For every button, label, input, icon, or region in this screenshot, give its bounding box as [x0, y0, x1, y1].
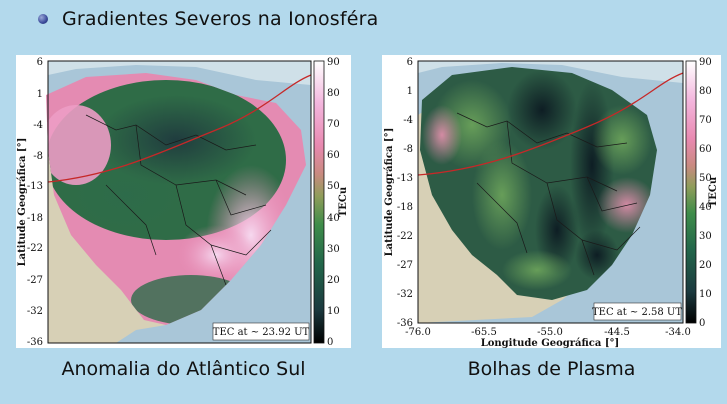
colorbar-tick: 90	[327, 57, 340, 68]
y-tick: 1	[407, 86, 413, 97]
y-tick: -36	[397, 318, 413, 329]
colorbar-tick: 60	[699, 144, 712, 155]
x-tick: -76.0	[405, 327, 431, 338]
colorbar-tick: 0	[699, 318, 705, 329]
colorbar-tick: 60	[327, 150, 340, 161]
colorbar-tick: 80	[699, 86, 712, 97]
y-tick: -27	[27, 275, 43, 286]
y-tick: -8	[33, 151, 43, 162]
colorbar-tick: 50	[327, 181, 340, 192]
y-tick: -27	[397, 260, 413, 271]
y-tick: -22	[27, 243, 43, 254]
y-tick: 1	[37, 89, 43, 100]
x-tick: -65.5	[471, 327, 497, 338]
bullet-heading: Gradientes Severos na Ionosféra	[38, 6, 379, 32]
colorbar-tick: 10	[327, 306, 340, 317]
map-panel-left: TEC at ~ 23.92 UT 6 1 -4 -8 -13 -18 -22 …	[16, 55, 351, 348]
colorbar-left	[313, 60, 325, 344]
tec-time-annotation: TEC at ~ 23.92 UT	[213, 327, 310, 338]
caption-right: Bolhas de Plasma	[467, 358, 636, 380]
colorbar-tick: 90	[699, 57, 712, 68]
y-tick: -4	[403, 115, 413, 126]
y-axis-title: Latitude Geográfica [°]	[384, 128, 395, 257]
y-axis-right: 6 1 -4 -8 -13 -18 -22 -27 -32 -36	[397, 57, 413, 329]
y-tick: -36	[27, 337, 43, 348]
colorbar-tick: 30	[699, 231, 712, 242]
y-axis-left: 6 1 -4 -8 -13 -18 -22 -27 -32 -36	[27, 57, 43, 348]
map-panel-right: TEC at ~ 2.58 UT 6 1 -4 -8 -13 -18 -22 -…	[382, 55, 721, 348]
colorbar-ticks-left: 90 80 70 60 50 40 30 20 10 0	[327, 57, 340, 348]
bullet-icon	[38, 14, 48, 24]
x-tick: -44.5	[604, 327, 630, 338]
colorbar-tick: 80	[327, 88, 340, 99]
y-tick: -8	[403, 144, 413, 155]
colorbar-tick: 0	[327, 337, 333, 348]
y-tick: -18	[27, 213, 43, 224]
y-tick: -13	[27, 181, 43, 192]
x-axis-title: Longitude Geográfica [°]	[481, 338, 620, 348]
caption-left: Anomalia do Atlântico Sul	[61, 358, 306, 380]
bullet-text: Gradientes Severos na Ionosféra	[62, 8, 379, 30]
plot-frame-right	[417, 60, 684, 324]
colorbar-tick: 40	[699, 202, 712, 213]
map-figure-left: TEC at ~ 23.92 UT 6 1 -4 -8 -13 -18 -22 …	[17, 57, 349, 348]
geomagnetic-equator-line	[47, 74, 312, 183]
x-tick: -55.0	[537, 327, 563, 338]
map-figure-right: TEC at ~ 2.58 UT 6 1 -4 -8 -13 -18 -22 -…	[384, 57, 719, 348]
geomagnetic-equator-line	[417, 72, 684, 176]
colorbar-label: TECu	[338, 187, 349, 217]
colorbar-tick: 70	[327, 119, 340, 130]
colorbar-tick: 40	[327, 213, 340, 224]
colorbar-tick: 30	[327, 244, 340, 255]
tec-time-annotation: TEC at ~ 2.58 UT	[592, 307, 682, 318]
country-borders-left	[85, 114, 272, 286]
y-tick: 6	[407, 57, 413, 68]
colorbar-tick: 20	[699, 260, 712, 271]
plot-frame-left	[47, 60, 312, 344]
x-tick: -34.0	[665, 327, 691, 338]
y-tick: -4	[33, 120, 43, 131]
y-tick: -32	[27, 306, 43, 317]
colorbar-tick: 50	[699, 173, 712, 184]
x-axis-right: -76.0 -65.5 -55.0 -44.5 -34.0	[405, 327, 691, 338]
colorbar-right	[685, 60, 697, 324]
y-tick: -18	[397, 202, 413, 213]
y-tick: -13	[397, 173, 413, 184]
colorbar-tick: 10	[699, 289, 712, 300]
colorbar-label: TECu	[708, 177, 719, 207]
y-tick: 6	[37, 57, 43, 68]
colorbar-tick: 20	[327, 275, 340, 286]
y-axis-title: Latitude Geográfica [°]	[17, 138, 28, 267]
y-tick: -32	[397, 289, 413, 300]
colorbar-ticks-right: 90 80 70 60 50 40 30 20 10 0	[699, 57, 712, 329]
colorbar-tick: 70	[699, 115, 712, 126]
country-borders-right	[456, 112, 641, 276]
y-tick: -22	[397, 231, 413, 242]
